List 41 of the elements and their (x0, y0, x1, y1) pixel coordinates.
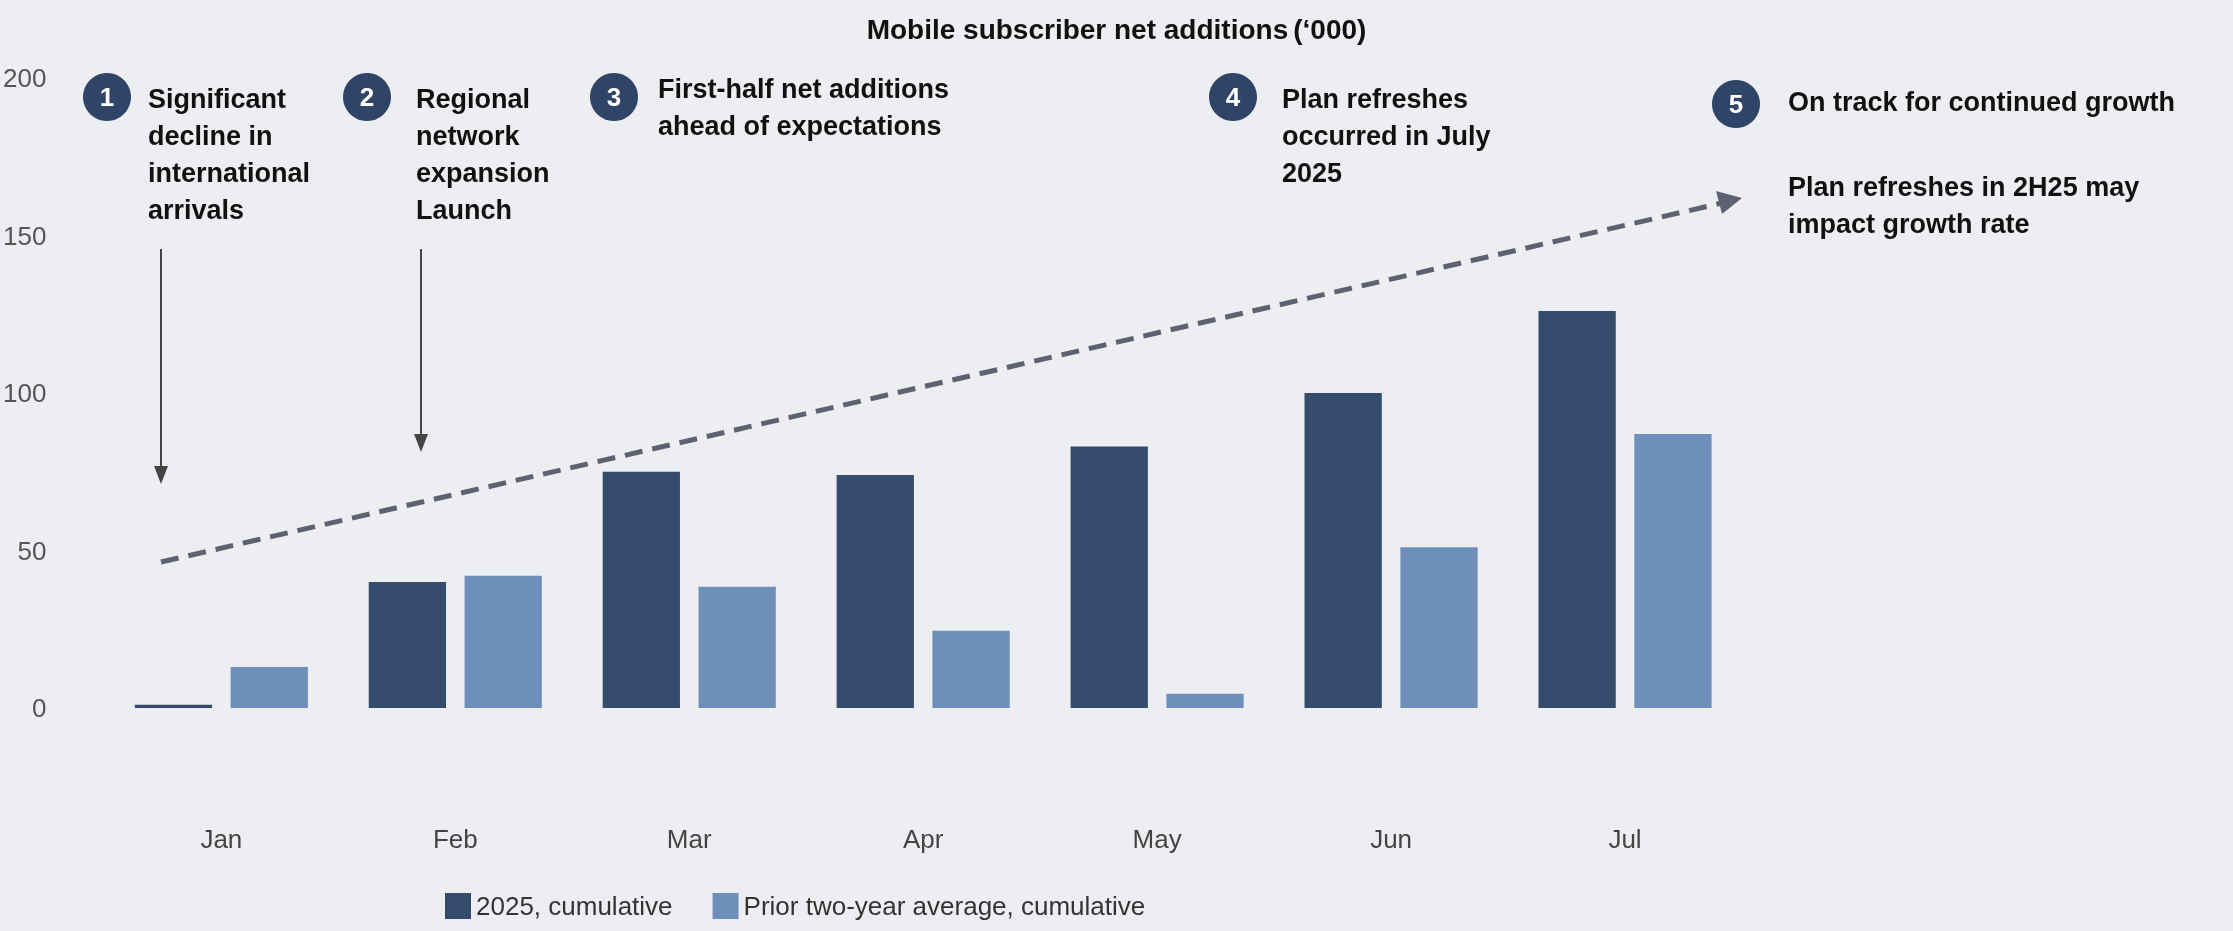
bar (1304, 393, 1382, 708)
x-tick-label: Jul (1608, 824, 1642, 854)
bar (1400, 547, 1478, 708)
bar (1634, 433, 1712, 708)
x-tick-label: Jan (200, 824, 243, 854)
x-tick-label: May (1132, 824, 1182, 854)
annotation: 2 (359, 82, 375, 112)
text: Plan refreshes in 2H25 may impact growth rate (1788, 171, 2147, 239)
bar (464, 575, 542, 708)
bar (836, 474, 914, 708)
text: On track for continued growth (1788, 86, 2176, 117)
x-tick-label: Mar (666, 824, 712, 854)
chart-title: Mobile subscriber net additions (866, 13, 1289, 45)
bar (932, 630, 1010, 708)
chart-subtitle: (‘000) (1293, 13, 1367, 45)
y-tick-label: 50 (17, 535, 47, 566)
bar (1538, 311, 1616, 708)
x-tick-label: Apr (902, 824, 944, 854)
legend-label: 2025, cumulative (476, 891, 673, 921)
y-tick-label: 0 (31, 693, 47, 723)
bar (1070, 446, 1148, 708)
bar (134, 704, 213, 708)
y-tick-label: 150 (2, 220, 47, 251)
bar (1166, 693, 1244, 708)
bar (230, 667, 308, 708)
annotation: Significant decline in international arrivals (148, 83, 318, 225)
annotation: Regional network expansion Launch (416, 83, 558, 225)
bar (368, 582, 447, 708)
annotation: First-half net additions ahead of expectations (658, 73, 957, 141)
y-tick-label: 200 (2, 63, 47, 93)
annotation: 3 (606, 82, 622, 112)
bar (602, 471, 680, 708)
x-tick-label: Jun (1370, 824, 1413, 854)
x-tick-label: Feb (432, 824, 478, 854)
annotation: Plan refreshes occurred in July 2025 (1282, 83, 1499, 188)
legend-label: Prior two-year average, cumulative (743, 891, 1146, 921)
y-tick-label: 100 (2, 378, 47, 408)
bar (698, 586, 776, 708)
annotation: 1 (99, 82, 115, 112)
annotation: 5 (1728, 89, 1744, 119)
annotation: 4 (1225, 82, 1241, 112)
